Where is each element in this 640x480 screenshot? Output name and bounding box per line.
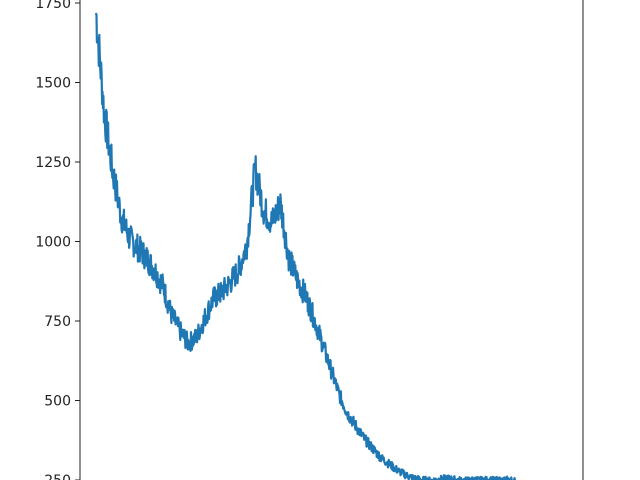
y-tick-label: 750 xyxy=(44,314,71,330)
y-tick-label: 1000 xyxy=(35,235,71,251)
y-tick-label: 1500 xyxy=(35,76,71,92)
y-axis-ticks: 1750 1500 1250 1000 750 500 250 xyxy=(35,0,80,480)
y-tick-label: 1750 xyxy=(35,0,71,12)
series-line xyxy=(94,12,517,480)
plot-area xyxy=(94,12,517,480)
y-tick-label: 250 xyxy=(44,473,71,480)
y-tick-label: 500 xyxy=(44,394,71,410)
y-tick-label: 1250 xyxy=(35,155,71,171)
